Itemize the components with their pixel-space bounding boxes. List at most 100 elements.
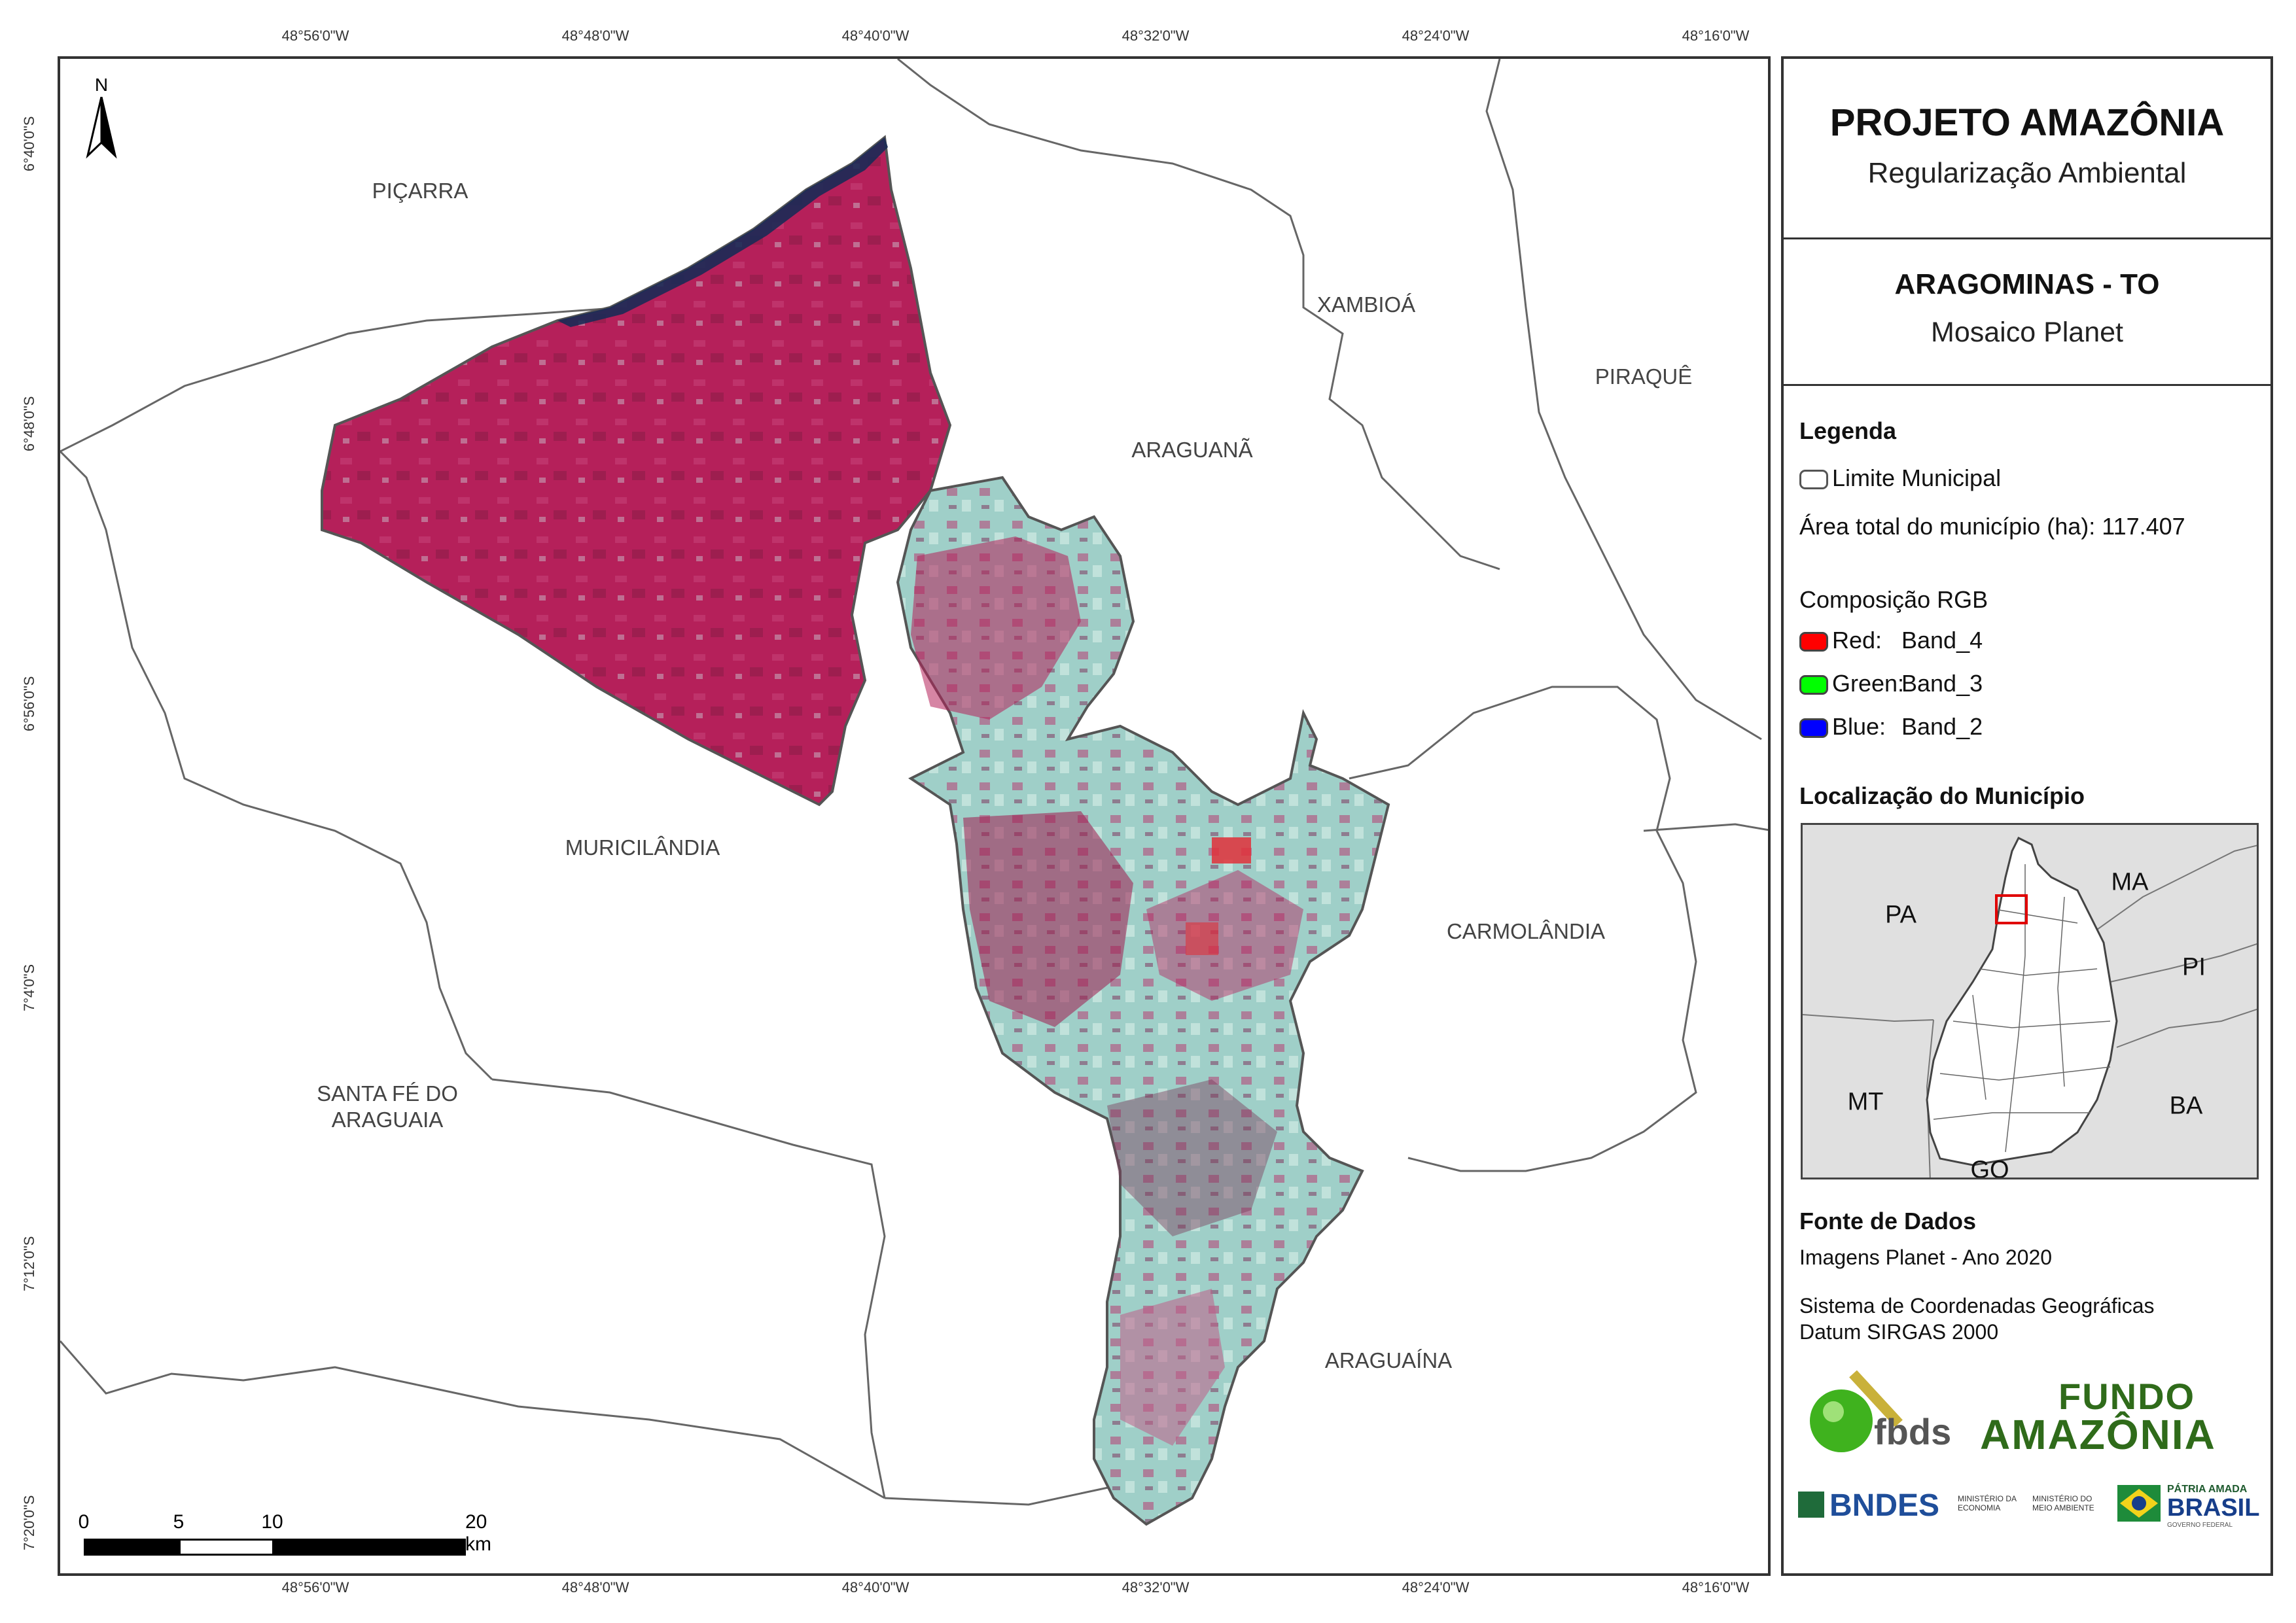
scale-segment-3: [272, 1539, 466, 1556]
title-section: PROJETO AMAZÔNIA Regularização Ambiental: [1784, 59, 2270, 239]
legend-green: Green:Band_3: [1799, 670, 1983, 697]
fundo-text: FUNDO: [2058, 1376, 2196, 1417]
bndes-text: BNDES: [1829, 1488, 1940, 1523]
municipality-title: ARAGOMINAS - TO: [1894, 268, 2160, 300]
brazil-flag-icon: [2117, 1485, 2161, 1522]
area-total: Área total do município (ha): 117.407: [1799, 513, 2185, 540]
inset-label-pi: PI: [2182, 953, 2206, 981]
green-swatch: [1799, 675, 1828, 695]
legend-heading: Legenda: [1799, 417, 1897, 444]
blue-band: Band_2: [1901, 713, 1983, 740]
side-panel: PROJETO AMAZÔNIA Regularização Ambiental…: [1781, 56, 2273, 1576]
label-araguaina: ARAGUAÍNA: [1324, 1348, 1453, 1372]
map-canvas: [60, 59, 1768, 1526]
source-heading: Fonte de Dados: [1799, 1208, 1977, 1234]
scale-label-10: 10: [261, 1511, 283, 1533]
fbds-logo: fbds: [1801, 1361, 1958, 1452]
green-label: Green:: [1832, 670, 1905, 697]
legend-blue: Blue: Band_2: [1799, 713, 1983, 741]
rgb-heading: Composição RGB: [1799, 586, 1988, 613]
map-frame[interactable]: N PIÇARRA XAMBIOÁ PIRAQUÊ ARAGUANÃ MURIC…: [58, 56, 1771, 1576]
fundo-amazonia-logo: FUNDO AMAZÔNIA: [1980, 1375, 2255, 1458]
label-picarra: PIÇARRA: [372, 179, 468, 203]
blue-label: Blue:: [1832, 713, 1886, 740]
min-amb-line1: MINISTÉRIO DO: [2032, 1494, 2093, 1503]
red-label: Red:: [1832, 627, 1882, 654]
inset-label-go: GO: [1970, 1156, 2009, 1179]
fbds-text: fbds: [1874, 1411, 1952, 1452]
inset-label-ba: BA: [2169, 1092, 2203, 1120]
coord-left-6: 7°20'0"S: [21, 1495, 37, 1550]
inset-label-mt: MT: [1847, 1088, 1884, 1116]
coord-left-4: 7°4'0"S: [21, 964, 37, 1011]
coord-top-1: 48°56'0"W: [281, 27, 349, 44]
coord-top-5: 48°24'0"W: [1402, 27, 1470, 44]
coord-bottom-5: 48°24'0"W: [1402, 1579, 1470, 1596]
red-swatch: [1799, 632, 1828, 652]
location-heading: Localização do Município: [1799, 782, 2085, 809]
scale-label-5: 5: [173, 1511, 185, 1533]
min-econ-line2: ECONOMIA: [1958, 1503, 2001, 1512]
ministerio-meio-ambiente: MINISTÉRIO DO MEIO AMBIENTE: [2032, 1494, 2094, 1512]
scale-label-20: 20 km: [465, 1511, 491, 1555]
coord-top-6: 48°16'0"W: [1682, 27, 1750, 44]
label-carmolandia: CARMOLÂNDIA: [1446, 919, 1606, 943]
source-imagery: Imagens Planet - Ano 2020: [1799, 1246, 2053, 1269]
aragominas-center: [896, 476, 1390, 1526]
coord-bottom-3: 48°40'0"W: [841, 1579, 910, 1596]
logos-area: fbds FUNDO AMAZÔNIA BNDES MINISTÉRIO DA …: [1784, 1341, 2270, 1577]
patria-line1: PÁTRIA AMADA: [2167, 1484, 2248, 1495]
inset-label-ma: MA: [2111, 868, 2149, 896]
north-arrow-icon: [86, 97, 117, 159]
label-santa-fe-line2: ARAGUAIA: [331, 1108, 444, 1132]
scale-bar: 0 5 10 20 km: [79, 1511, 542, 1563]
coord-left-3: 6°56'0"S: [21, 676, 37, 731]
scale-segment-2: [179, 1539, 274, 1556]
green-band: Band_3: [1901, 670, 1983, 697]
coord-left-1: 6°40'0"S: [21, 116, 37, 171]
coord-top-2: 48°48'0"W: [561, 27, 629, 44]
coord-top-3: 48°40'0"W: [841, 27, 910, 44]
min-econ-line1: MINISTÉRIO DA: [1958, 1494, 2017, 1503]
coord-bottom-1: 48°56'0"W: [281, 1579, 349, 1596]
patria-line3: GOVERNO FEDERAL: [2167, 1522, 2233, 1529]
project-title: PROJETO AMAZÔNIA: [1829, 101, 2225, 144]
municipal-boundaries: [60, 59, 1768, 1506]
bndes-logo: BNDES: [1798, 1488, 1942, 1527]
bndes-mark-icon: [1798, 1492, 1824, 1518]
limit-swatch: [1799, 470, 1828, 490]
red-band: Band_4: [1901, 627, 1983, 654]
label-santa-fe-line1: SANTA FÉ DO: [317, 1081, 458, 1106]
blue-swatch: [1799, 718, 1828, 739]
coord-top-4: 48°32'0"W: [1122, 27, 1190, 44]
label-muricilandia: MURICILÂNDIA: [565, 835, 720, 860]
source-crs: Sistema de Coordenadas Geográficas: [1799, 1294, 2155, 1318]
fbds-emblem-icon: [1810, 1370, 1903, 1452]
min-amb-line2: MEIO AMBIENTE: [2032, 1503, 2094, 1512]
scale-label-0: 0: [78, 1511, 90, 1533]
municipality-subtitle: Mosaico Planet: [1931, 317, 2123, 348]
legend-limit-label: Limite Municipal: [1832, 464, 2002, 491]
label-xambioa: XAMBIOÁ: [1316, 292, 1416, 317]
patria-amada-logo: PÁTRIA AMADA BRASIL GOVERNO FEDERAL: [2117, 1480, 2261, 1532]
coord-left-5: 7°12'0"S: [21, 1236, 37, 1291]
north-letter: N: [94, 75, 109, 95]
source-datum: Datum SIRGAS 2000: [1799, 1320, 1999, 1344]
coord-left-2: 6°48'0"S: [21, 396, 37, 451]
label-piraque: PIRAQUÊ: [1595, 364, 1693, 389]
legend-limit-item: Limite Municipal: [1799, 464, 2001, 492]
legend-red: Red: Band_4: [1799, 627, 1983, 654]
north-arrow: N: [79, 75, 124, 160]
aragominas-north: [321, 135, 952, 807]
label-araguana: ARAGUANÃ: [1131, 438, 1253, 462]
location-inset-map: PA MA PI MT BA GO: [1801, 823, 2259, 1179]
scale-segment-1: [84, 1539, 181, 1556]
coord-bottom-2: 48°48'0"W: [561, 1579, 629, 1596]
amazonia-text: AMAZÔNIA: [1980, 1411, 2216, 1458]
ministerio-economia: MINISTÉRIO DA ECONOMIA: [1958, 1494, 2017, 1512]
inset-label-pa: PA: [1885, 901, 1916, 929]
inset-canvas: [1803, 836, 2257, 1178]
municipality-section: ARAGOMINAS - TO Mosaico Planet: [1784, 239, 2270, 386]
coord-bottom-6: 48°16'0"W: [1682, 1579, 1750, 1596]
patria-line2: BRASIL: [2167, 1494, 2260, 1522]
